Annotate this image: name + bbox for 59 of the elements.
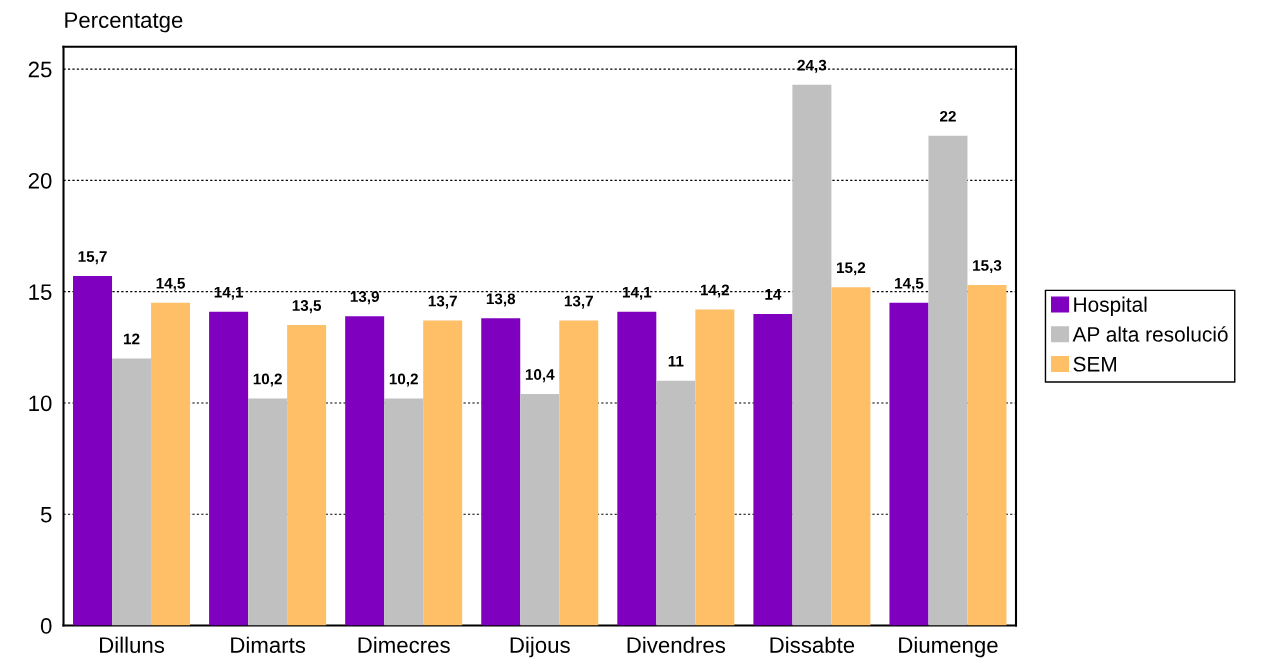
bar xyxy=(656,380,696,626)
bar xyxy=(617,311,657,626)
bar xyxy=(345,316,385,626)
data-label: 14,1 xyxy=(622,286,652,300)
bar xyxy=(831,287,871,626)
data-label: 22 xyxy=(940,110,956,122)
bar xyxy=(889,302,929,626)
y-tick-label: 15 xyxy=(29,284,52,300)
bar xyxy=(792,84,832,626)
bar xyxy=(559,320,599,626)
data-label: 24,3 xyxy=(797,59,827,73)
y-tick-label: 25 xyxy=(28,61,52,78)
y-tick-label: 10 xyxy=(29,395,52,412)
data-label: 10,2 xyxy=(253,373,282,387)
x-tick-label: Dissabte xyxy=(770,636,855,653)
bar xyxy=(481,318,521,626)
data-label: 13,8 xyxy=(486,293,516,307)
y-axis-title: Percentatge xyxy=(65,12,183,33)
data-label: 14,5 xyxy=(156,277,185,291)
data-label: 13,7 xyxy=(428,295,457,309)
legend-label: Hospital xyxy=(1074,296,1147,317)
bar xyxy=(151,302,191,626)
data-label: 12 xyxy=(124,333,140,345)
bar xyxy=(753,313,793,626)
bar xyxy=(287,325,327,626)
bar xyxy=(248,398,288,626)
data-label: 10,4 xyxy=(525,369,555,383)
data-label: 15,3 xyxy=(973,260,1002,274)
x-tick-label: Divendres xyxy=(627,636,726,653)
bar xyxy=(112,358,152,626)
data-label: 13,7 xyxy=(564,295,593,309)
x-tick-label: Dijous xyxy=(510,636,570,658)
y-tick-label: 5 xyxy=(40,506,52,523)
data-label: 11 xyxy=(668,355,684,367)
bar xyxy=(384,398,424,626)
y-tick-label: 20 xyxy=(28,172,52,189)
x-tick-label: Dimarts xyxy=(231,636,306,653)
x-tick-label: Dimecres xyxy=(358,636,450,653)
data-label: 14,1 xyxy=(214,286,244,300)
data-label: 14,2 xyxy=(700,284,730,298)
bar xyxy=(520,394,560,626)
legend-label: SEM xyxy=(1073,356,1116,372)
data-label: 14 xyxy=(765,289,782,300)
bar xyxy=(423,320,463,626)
x-tick-label: Diumenge xyxy=(899,636,998,658)
x-tick-label: Dilluns xyxy=(100,636,165,653)
data-label: 13,5 xyxy=(292,300,322,314)
y-tick-label: 0 xyxy=(40,618,52,634)
data-label: 14,5 xyxy=(895,277,924,291)
data-label: 10,2 xyxy=(389,373,418,387)
data-label: 15,2 xyxy=(837,262,866,276)
bar xyxy=(209,311,249,626)
data-label: 15,7 xyxy=(78,251,107,265)
bar xyxy=(695,309,735,626)
bar xyxy=(73,276,113,626)
bar xyxy=(967,284,1007,626)
data-label: 13,9 xyxy=(350,291,379,305)
bar xyxy=(928,135,968,626)
legend-label: AP alta resolució xyxy=(1072,326,1228,342)
